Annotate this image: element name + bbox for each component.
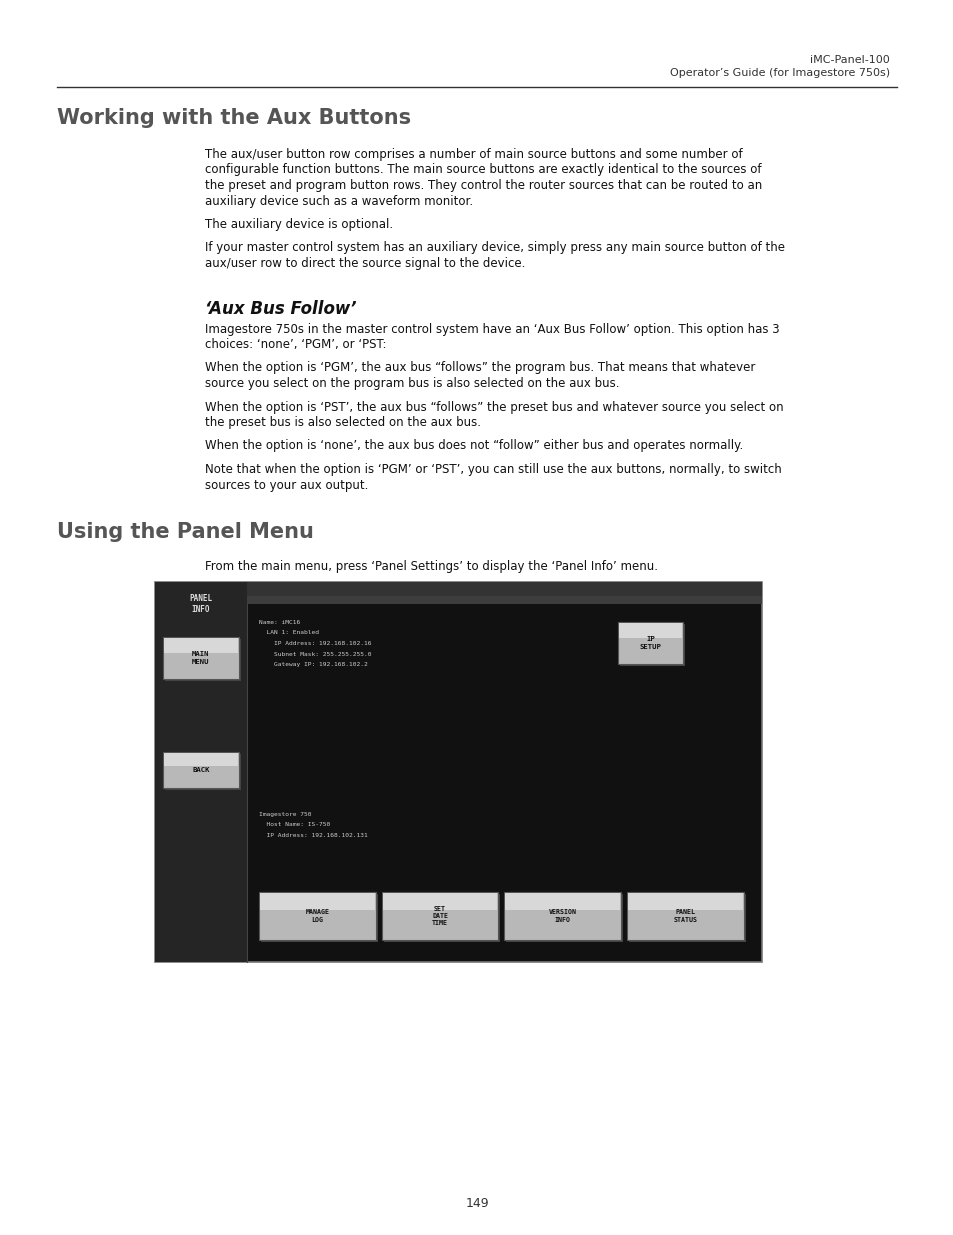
Text: IP Address: 192.168.102.131: IP Address: 192.168.102.131	[258, 832, 367, 839]
Bar	[619, 624, 684, 666]
Text: Imagestore 750: Imagestore 750	[258, 811, 312, 818]
Text: Subnet Mask: 255.255.255.0: Subnet Mask: 255.255.255.0	[258, 652, 371, 657]
Text: the preset bus is also selected on the aux bus.: the preset bus is also selected on the a…	[205, 416, 480, 429]
Bar	[165, 755, 241, 790]
Bar	[164, 638, 237, 653]
Bar	[505, 893, 619, 910]
Text: Working with the Aux Buttons: Working with the Aux Buttons	[57, 107, 411, 128]
Text: the preset and program button rows. They control the router sources that can be : the preset and program button rows. They…	[205, 179, 761, 191]
Bar	[383, 894, 500, 942]
Text: IP
SETUP: IP SETUP	[639, 636, 660, 650]
Bar	[504, 892, 620, 940]
Bar	[260, 893, 375, 910]
Text: Host Name: IS-750: Host Name: IS-750	[258, 823, 330, 827]
Text: IP Address: 192.168.102.16: IP Address: 192.168.102.16	[258, 641, 371, 646]
Bar	[382, 893, 497, 910]
Text: Name: iMC16: Name: iMC16	[258, 620, 300, 625]
Bar	[618, 622, 681, 637]
Text: From the main menu, press ‘Panel Settings’ to display the ‘Panel Info’ menu.: From the main menu, press ‘Panel Setting…	[205, 559, 658, 573]
Text: When the option is ‘PGM’, the aux bus “follows” the program bus. That means that: When the option is ‘PGM’, the aux bus “f…	[205, 362, 755, 374]
Bar	[618, 622, 682, 664]
Bar	[258, 892, 375, 940]
Text: 149: 149	[465, 1197, 488, 1210]
Bar	[261, 894, 377, 942]
Text: When the option is ‘none’, the aux bus does not “follow” either bus and operates: When the option is ‘none’, the aux bus d…	[205, 440, 742, 452]
Text: The auxiliary device is optional.: The auxiliary device is optional.	[205, 219, 393, 231]
Text: Imagestore 750s in the master control system have an ‘Aux Bus Follow’ option. Th: Imagestore 750s in the master control sy…	[205, 322, 779, 336]
Bar	[154, 582, 247, 962]
Bar	[163, 637, 239, 679]
Bar	[164, 753, 237, 766]
Bar	[506, 894, 622, 942]
Text: PANEL
STATUS: PANEL STATUS	[673, 909, 697, 923]
Text: When the option is ‘PST’, the aux bus “follows” the preset bus and whatever sour: When the option is ‘PST’, the aux bus “f…	[205, 400, 782, 414]
Bar	[628, 893, 742, 910]
Bar	[163, 752, 239, 788]
Text: VERSION
INFO: VERSION INFO	[548, 909, 577, 923]
Text: aux/user row to direct the source signal to the device.: aux/user row to direct the source signal…	[205, 257, 525, 270]
Text: Operator’s Guide (for Imagestore 750s): Operator’s Guide (for Imagestore 750s)	[669, 68, 889, 78]
Text: ‘Aux Bus Follow’: ‘Aux Bus Follow’	[205, 300, 356, 319]
Text: BACK: BACK	[193, 767, 210, 773]
Bar	[247, 597, 761, 604]
Text: The aux/user button row comprises a number of main source buttons and some numbe: The aux/user button row comprises a numb…	[205, 148, 741, 161]
Text: MAIN
MENU: MAIN MENU	[193, 651, 210, 664]
Bar	[626, 892, 743, 940]
Text: Gateway IP: 192.168.102.2: Gateway IP: 192.168.102.2	[258, 662, 367, 667]
Text: choices: ‘none’, ‘PGM’, or ‘PST:: choices: ‘none’, ‘PGM’, or ‘PST:	[205, 338, 386, 351]
Text: MANAGE
LOG: MANAGE LOG	[305, 909, 329, 923]
Text: source you select on the program bus is also selected on the aux bus.: source you select on the program bus is …	[205, 377, 618, 390]
Bar	[165, 638, 241, 680]
Text: LAN 1: Enabled: LAN 1: Enabled	[258, 631, 318, 636]
Bar	[247, 582, 761, 597]
Text: auxiliary device such as a waveform monitor.: auxiliary device such as a waveform moni…	[205, 194, 473, 207]
Text: configurable function buttons. The main source buttons are exactly identical to : configurable function buttons. The main …	[205, 163, 760, 177]
Text: sources to your aux output.: sources to your aux output.	[205, 478, 368, 492]
Text: Note that when the option is ‘PGM’ or ‘PST’, you can still use the aux buttons, : Note that when the option is ‘PGM’ or ‘P…	[205, 463, 781, 475]
Text: PANEL
INFO: PANEL INFO	[190, 594, 213, 614]
Bar	[154, 582, 761, 962]
Bar	[629, 894, 745, 942]
Text: iMC-Panel-100: iMC-Panel-100	[809, 56, 889, 65]
Text: Using the Panel Menu: Using the Panel Menu	[57, 522, 314, 542]
Bar	[381, 892, 498, 940]
Text: SET
DATE
TIME: SET DATE TIME	[432, 905, 448, 926]
Text: If your master control system has an auxiliary device, simply press any main sou: If your master control system has an aux…	[205, 242, 784, 254]
